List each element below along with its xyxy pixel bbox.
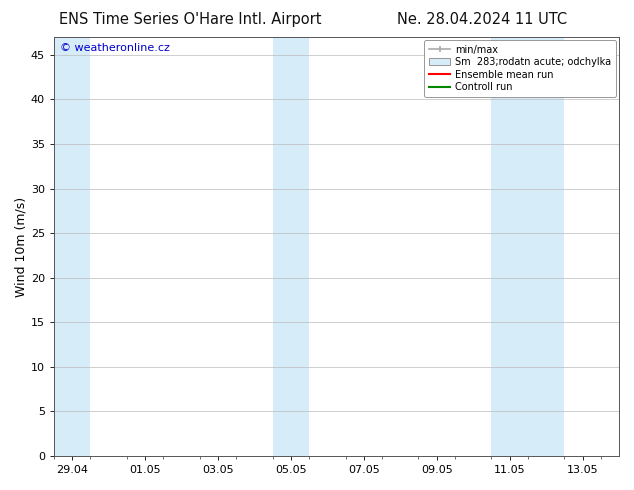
Legend: min/max, Sm  283;rodatn acute; odchylka, Ensemble mean run, Controll run: min/max, Sm 283;rodatn acute; odchylka, … <box>424 40 616 97</box>
Y-axis label: Wind 10m (m/s): Wind 10m (m/s) <box>15 196 28 296</box>
Text: Ne. 28.04.2024 11 UTC: Ne. 28.04.2024 11 UTC <box>397 12 567 27</box>
Bar <box>273 37 309 456</box>
Text: © weatheronline.cz: © weatheronline.cz <box>60 43 169 53</box>
Bar <box>54 37 91 456</box>
Text: ENS Time Series O'Hare Intl. Airport: ENS Time Series O'Hare Intl. Airport <box>59 12 321 27</box>
Bar <box>491 37 564 456</box>
